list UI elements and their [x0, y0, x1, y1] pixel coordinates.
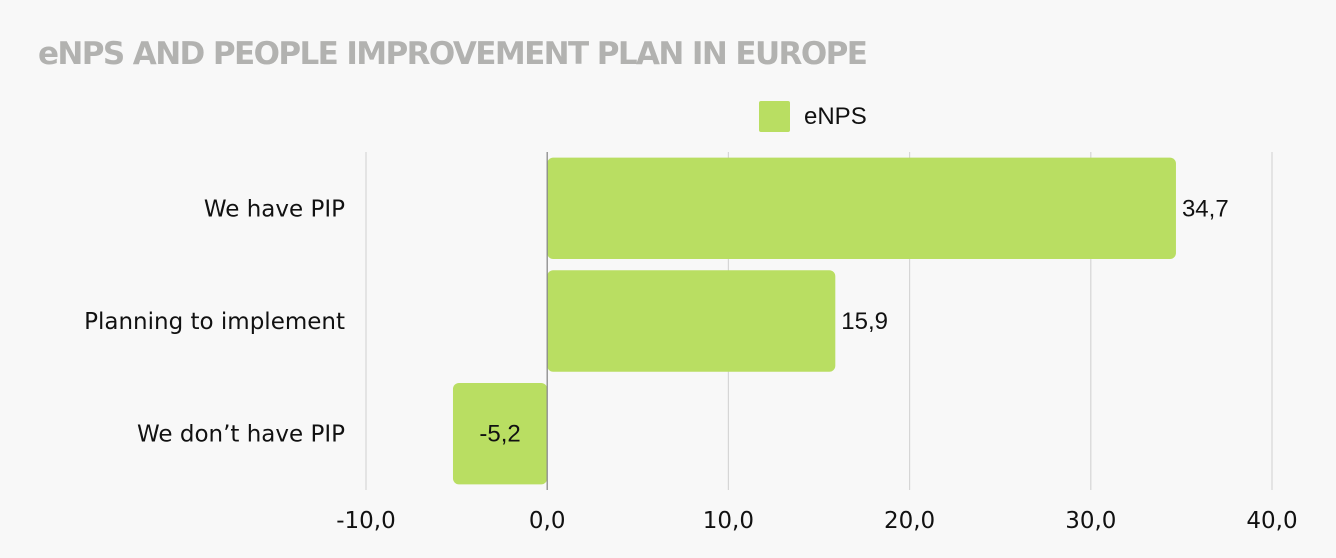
- bar: [547, 157, 1176, 260]
- legend-swatch-enps: [759, 101, 790, 132]
- bars: [452, 157, 1176, 485]
- data-label: 15,9: [841, 308, 888, 335]
- legend: eNPS: [759, 101, 867, 132]
- x-tick-label: 30,0: [1065, 508, 1116, 534]
- x-tick-label: 0,0: [529, 508, 566, 534]
- x-tick-label: 10,0: [703, 508, 754, 534]
- legend-label-enps: eNPS: [804, 102, 867, 130]
- data-labels: 34,7 15,9 -5,2: [479, 195, 1228, 447]
- data-label: -5,2: [479, 421, 520, 448]
- bar: [547, 270, 836, 372]
- x-tick-label: 20,0: [884, 508, 935, 534]
- category-label: We don’t have PIP: [137, 422, 345, 448]
- category-label: We have PIP: [204, 196, 345, 222]
- x-tick-label: 40,0: [1246, 508, 1297, 534]
- data-label: 34,7: [1182, 195, 1229, 222]
- category-label: Planning to implement: [84, 309, 345, 335]
- chart-title: eNPS AND PEOPLE IMPROVEMENT PLAN IN EURO…: [38, 36, 868, 72]
- category-labels: We have PIP Planning to implement We don’t…: [84, 196, 345, 447]
- bar: [452, 382, 548, 485]
- x-tick-labels: -10,0 0,0 10,0 20,0 30,0 40,0: [336, 508, 1297, 534]
- x-tick-label: -10,0: [336, 508, 396, 534]
